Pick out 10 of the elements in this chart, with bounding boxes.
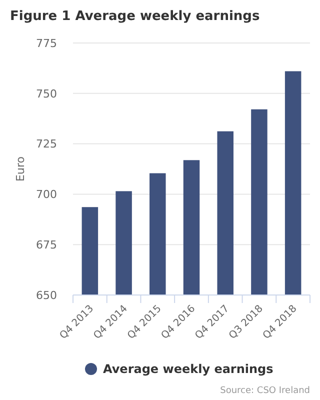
source-note: Source: CSO Ireland	[220, 386, 310, 396]
y-tick-label: 750	[36, 87, 57, 100]
y-tick-label: 775	[36, 36, 57, 50]
y-tick-label: 700	[36, 188, 57, 202]
legend-label: Average weekly earnings	[103, 362, 274, 376]
y-axis-title: Euro	[14, 156, 27, 182]
chart-title: Figure 1 Average weekly earnings	[10, 9, 260, 24]
y-tick-label: 650	[36, 288, 57, 302]
y-tick-label: 675	[36, 238, 57, 252]
y-tick-label: 725	[36, 138, 57, 151]
